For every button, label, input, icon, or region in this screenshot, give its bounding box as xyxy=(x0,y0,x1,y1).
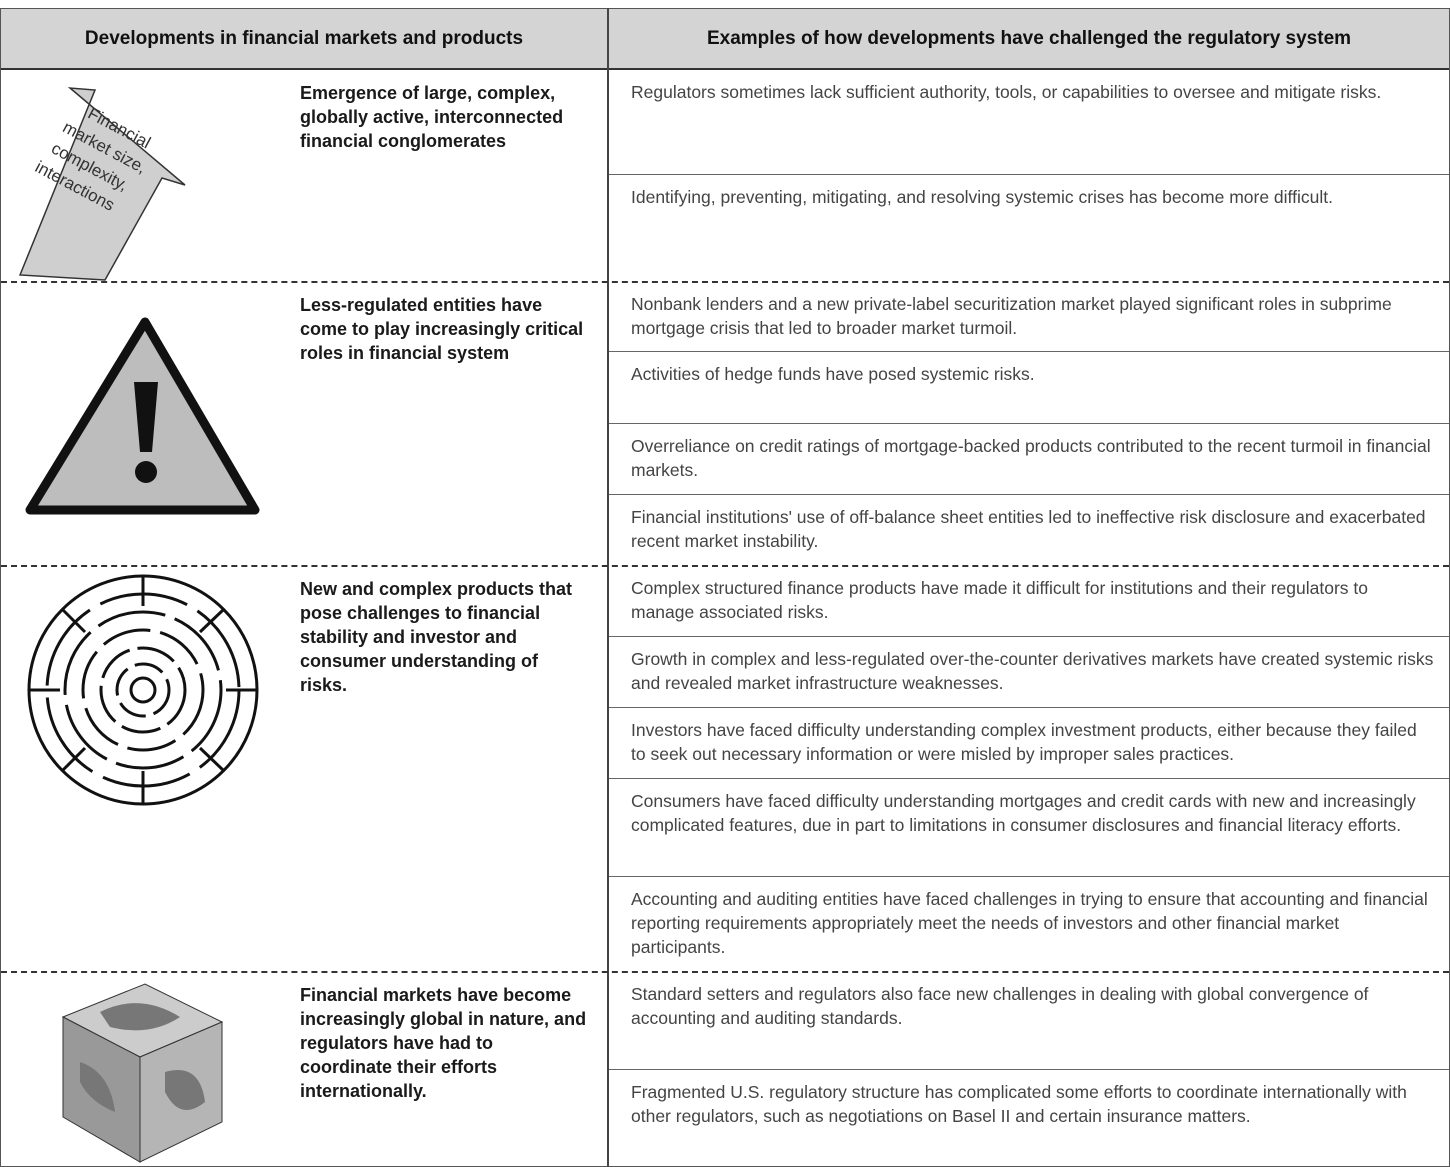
example-cell: Financial institutions' use of off-balan… xyxy=(631,507,1426,551)
example-cell: Identifying, preventing, mitigating, and… xyxy=(631,187,1333,207)
example-cell: Fragmented U.S. regulatory structure has… xyxy=(631,1082,1407,1126)
example-cell: Consumers have faced difficulty understa… xyxy=(609,779,1449,877)
example-cell: Growth in complex and less-regulated ove… xyxy=(609,637,1449,708)
development-title: Less-regulated entities have come to pla… xyxy=(300,295,584,363)
example-cell: Regulators sometimes lack sufficient aut… xyxy=(609,70,1449,175)
example-cell: Accounting and auditing entities have fa… xyxy=(631,889,1428,957)
group-divider xyxy=(1,281,1449,283)
development-title: Financial markets have become increasing… xyxy=(300,985,587,1101)
development-title: New and complex products that pose chall… xyxy=(300,579,573,695)
example-cell: Nonbank lenders and a new private-label … xyxy=(609,282,1449,352)
column-divider xyxy=(607,8,609,1167)
header-cell: Examples of how developments have challe… xyxy=(609,9,1449,70)
globe-cube-icon xyxy=(61,983,224,1163)
maze-icon xyxy=(27,574,259,806)
example-cell: Standard setters and regulators also fac… xyxy=(609,972,1449,1070)
example-cell: Activities of hedge funds have posed sys… xyxy=(609,352,1449,424)
group-divider xyxy=(1,971,1449,973)
example-cell: Overreliance on credit ratings of mortga… xyxy=(609,424,1449,495)
development-title: Emergence of large, complex, globally ac… xyxy=(300,83,564,151)
example-cell: Investors have faced difficulty understa… xyxy=(609,708,1449,779)
group-divider xyxy=(1,565,1449,567)
warning-icon xyxy=(25,317,260,515)
header-cell: Developments in financial markets and pr… xyxy=(1,9,607,70)
example-cell: Complex structured finance products have… xyxy=(609,566,1449,637)
